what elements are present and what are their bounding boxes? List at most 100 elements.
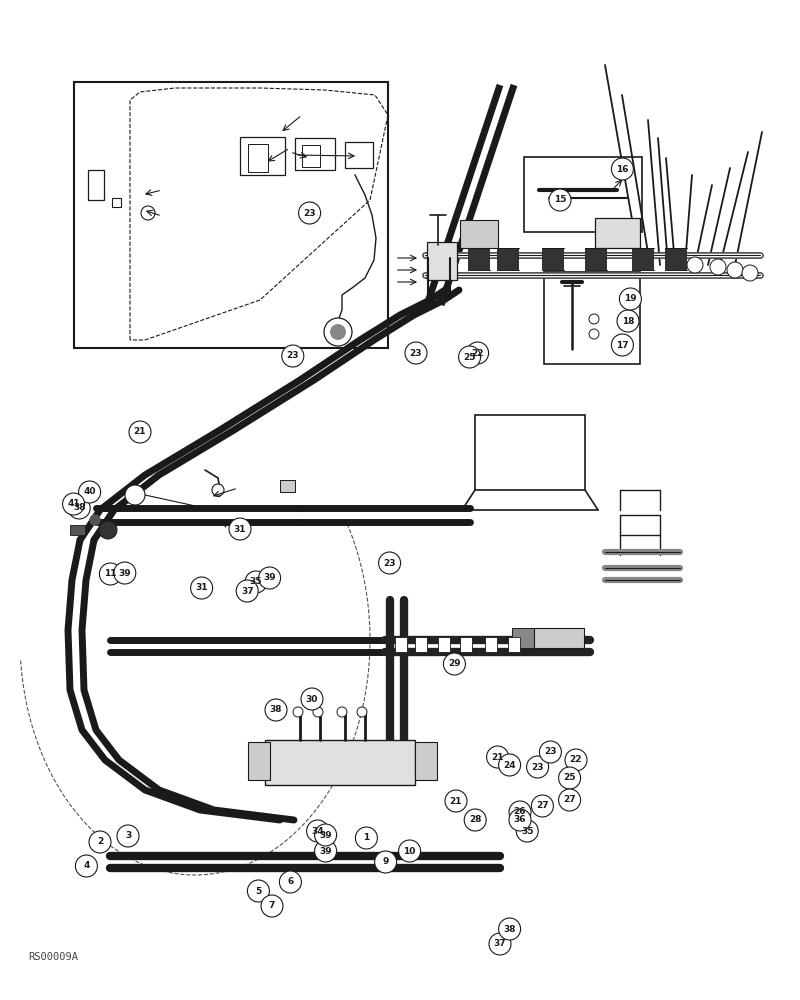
Circle shape	[489, 933, 511, 955]
Circle shape	[141, 206, 155, 220]
Circle shape	[374, 851, 397, 873]
Bar	[70, 525, 85, 535]
Bar	[88, 170, 104, 200]
Text: 34: 34	[311, 826, 324, 835]
Circle shape	[99, 563, 122, 585]
Circle shape	[90, 515, 100, 525]
Text: 30: 30	[306, 694, 318, 704]
Text: 21: 21	[134, 427, 146, 436]
Circle shape	[89, 831, 111, 853]
Text: RS00009A: RS00009A	[28, 952, 78, 962]
Text: 9: 9	[382, 857, 389, 866]
Text: 27: 27	[563, 796, 576, 804]
Text: 25: 25	[563, 774, 576, 782]
Text: 11: 11	[104, 569, 117, 578]
Text: 41: 41	[67, 499, 80, 508]
Text: 23: 23	[286, 352, 299, 360]
Text: 22: 22	[570, 756, 582, 764]
Bar	[497, 248, 519, 270]
Bar	[295, 138, 335, 170]
Bar	[542, 248, 564, 270]
Circle shape	[378, 552, 401, 574]
Text: 39: 39	[263, 573, 276, 582]
Circle shape	[357, 707, 367, 717]
Circle shape	[99, 521, 117, 539]
Bar	[438, 637, 450, 652]
Circle shape	[229, 518, 251, 540]
Circle shape	[78, 481, 101, 503]
Text: 39: 39	[118, 568, 131, 577]
Text: 15: 15	[554, 196, 566, 205]
Circle shape	[258, 567, 281, 589]
Circle shape	[710, 259, 726, 275]
Circle shape	[282, 345, 304, 367]
Text: 31: 31	[195, 583, 208, 592]
Text: 36: 36	[514, 815, 526, 824]
Circle shape	[558, 789, 581, 811]
Text: 18: 18	[622, 316, 634, 326]
Circle shape	[301, 688, 323, 710]
Text: 40: 40	[83, 488, 96, 496]
Circle shape	[313, 707, 323, 717]
Text: 29: 29	[448, 660, 461, 669]
Text: 38: 38	[503, 925, 516, 934]
Bar	[595, 218, 640, 248]
Text: 16: 16	[616, 164, 629, 174]
Circle shape	[212, 484, 224, 496]
Circle shape	[498, 754, 521, 776]
Circle shape	[445, 790, 467, 812]
Text: 23: 23	[544, 748, 557, 756]
Circle shape	[279, 871, 302, 893]
Bar	[524, 157, 642, 232]
Text: 37: 37	[241, 586, 254, 595]
Text: 28: 28	[469, 815, 482, 824]
Circle shape	[619, 288, 642, 310]
Text: 21: 21	[450, 796, 462, 806]
Text: 26: 26	[514, 808, 526, 816]
Bar	[460, 637, 472, 652]
Bar	[74, 82, 388, 348]
Bar	[585, 248, 607, 270]
Circle shape	[62, 493, 85, 515]
Bar	[415, 742, 437, 780]
Bar	[665, 248, 687, 270]
Circle shape	[617, 310, 639, 332]
Bar	[468, 248, 490, 270]
Circle shape	[565, 749, 587, 771]
Text: 38: 38	[73, 504, 86, 512]
Text: 5: 5	[255, 887, 262, 896]
Bar	[345, 142, 373, 168]
Bar	[302, 145, 320, 167]
Bar	[248, 144, 268, 172]
Circle shape	[314, 840, 337, 862]
Circle shape	[526, 756, 549, 778]
Bar	[280, 480, 295, 492]
Circle shape	[458, 346, 481, 368]
Circle shape	[464, 809, 486, 831]
Bar	[544, 272, 640, 364]
Circle shape	[742, 265, 758, 281]
Text: 23: 23	[531, 762, 544, 772]
Text: 7: 7	[269, 902, 275, 911]
Circle shape	[539, 741, 562, 763]
Bar	[485, 637, 497, 652]
Text: 22: 22	[471, 349, 484, 358]
Circle shape	[531, 795, 554, 817]
Bar	[427, 242, 457, 280]
Bar	[460, 220, 498, 248]
Circle shape	[558, 767, 581, 789]
Circle shape	[261, 895, 283, 917]
Circle shape	[245, 571, 267, 593]
Circle shape	[330, 324, 346, 340]
Text: 24: 24	[503, 760, 516, 770]
Bar	[475, 415, 585, 490]
Text: 35: 35	[250, 577, 262, 586]
Text: 2: 2	[97, 837, 103, 846]
Text: 35: 35	[521, 826, 534, 835]
Circle shape	[129, 421, 151, 443]
Circle shape	[498, 918, 521, 940]
Circle shape	[117, 825, 139, 847]
Circle shape	[236, 580, 258, 602]
Circle shape	[443, 653, 466, 675]
Text: 31: 31	[234, 524, 246, 534]
